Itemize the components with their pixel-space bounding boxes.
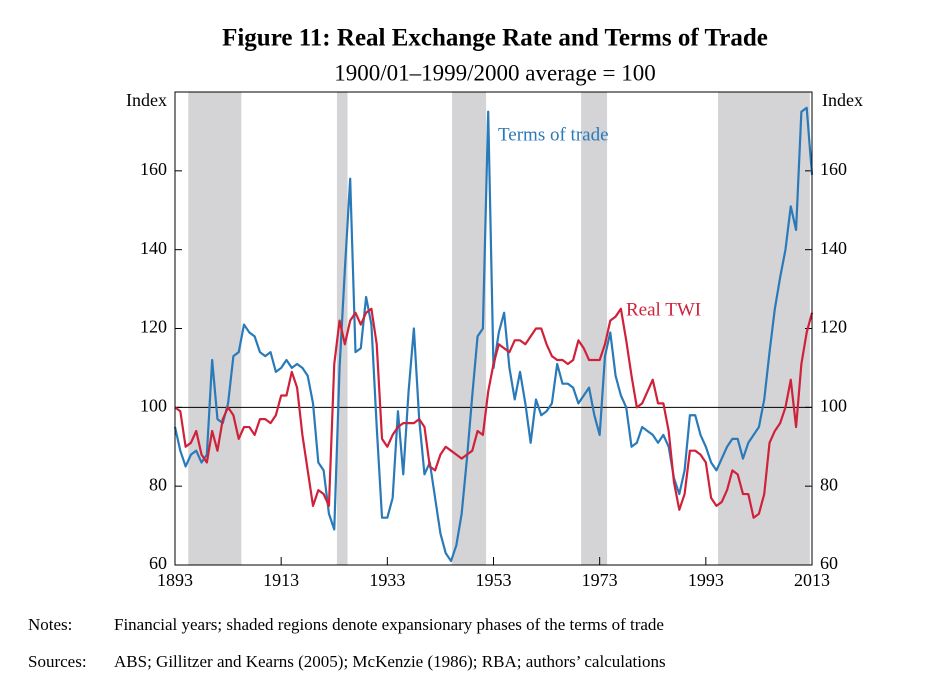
chart-title: Figure 11: Real Exchange Rate and Terms … bbox=[222, 25, 768, 52]
y-tick-label: 80 bbox=[149, 474, 167, 494]
series-label: Terms of trade bbox=[498, 124, 609, 145]
notes-label: Notes: bbox=[28, 615, 72, 634]
shaded-region bbox=[452, 92, 487, 565]
x-tick-label: 2013 bbox=[794, 570, 830, 590]
y2-tick-label: 140 bbox=[820, 238, 847, 258]
series-line bbox=[173, 106, 814, 563]
y-tick-label: 60 bbox=[149, 553, 167, 573]
shaded-region bbox=[581, 92, 608, 565]
y-tick-label: 100 bbox=[140, 395, 167, 415]
sources-text: ABS; Gillitzer and Kearns (2005); McKenz… bbox=[114, 652, 666, 671]
plot-frame bbox=[174, 91, 813, 566]
series-line bbox=[174, 307, 814, 519]
y-tick-label: 160 bbox=[140, 159, 167, 179]
y2-axis-label: Index bbox=[822, 90, 863, 110]
y-axis-label: Index bbox=[126, 90, 167, 110]
chart-subtitle: 1900/01–1999/2000 average = 100 bbox=[334, 60, 656, 85]
y-tick-label: 140 bbox=[140, 238, 167, 258]
x-tick-label: 1993 bbox=[688, 570, 724, 590]
sources-label: Sources: bbox=[28, 652, 87, 671]
series-label: Real TWI bbox=[626, 299, 701, 320]
notes-text: Financial years; shaded regions denote e… bbox=[114, 615, 664, 634]
y2-tick-label: 80 bbox=[820, 474, 838, 494]
y-tick-label: 120 bbox=[140, 317, 167, 337]
y2-tick-label: 60 bbox=[820, 553, 838, 573]
x-tick-label: 1973 bbox=[582, 570, 618, 590]
y2-tick-label: 100 bbox=[820, 395, 847, 415]
x-tick-label: 1893 bbox=[157, 570, 193, 590]
y2-tick-label: 160 bbox=[820, 159, 847, 179]
x-tick-label: 1933 bbox=[369, 570, 405, 590]
x-tick-label: 1913 bbox=[263, 570, 299, 590]
shaded-region bbox=[188, 92, 242, 565]
x-tick-label: 1953 bbox=[476, 570, 512, 590]
y2-tick-label: 120 bbox=[820, 317, 847, 337]
